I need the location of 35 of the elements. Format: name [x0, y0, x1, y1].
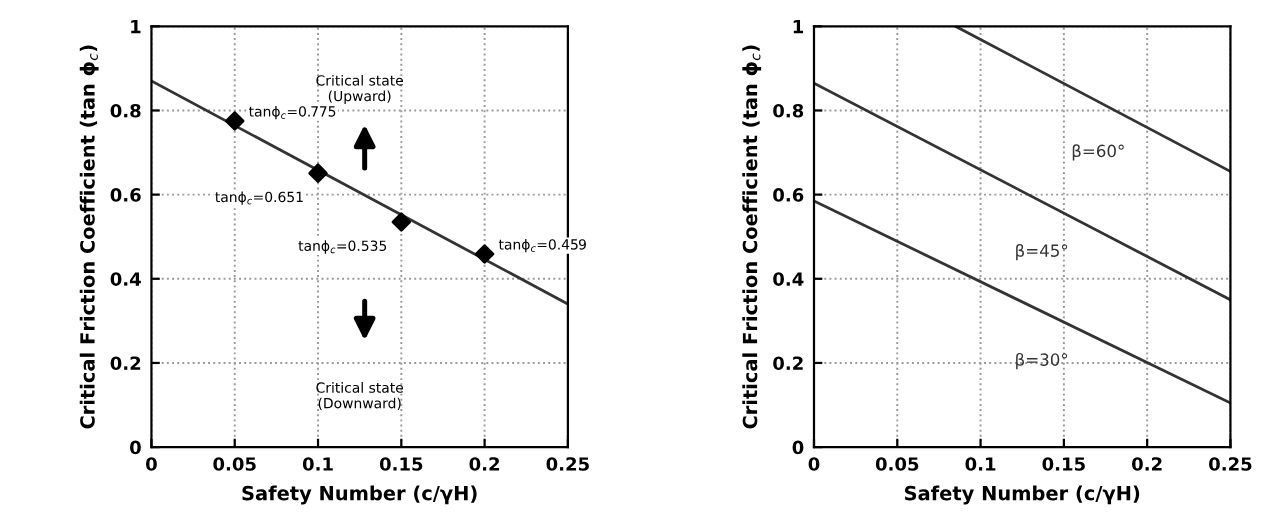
y-tick-label: 0.6 [773, 188, 804, 202]
x-tick-label: 0.2 [1132, 457, 1162, 471]
y-tick-label: 0.4 [773, 272, 804, 286]
x-tick-label: 0 [808, 457, 820, 471]
x-tick-label: 0.1 [302, 457, 333, 471]
x-tick-label: 0.2 [469, 457, 500, 471]
x-tick-label: 0.1 [965, 457, 996, 471]
point [474, 244, 495, 264]
y-tick-label: 0.4 [110, 272, 141, 286]
point [308, 163, 328, 183]
series-label: β=60° [1072, 144, 1124, 161]
y-tick-label: 1 [793, 20, 804, 34]
y-tick-label: 0.8 [110, 103, 141, 118]
x-tick-label: 0.25 [546, 457, 589, 471]
x-axis-title: Safety Number (c/γH) [242, 485, 477, 505]
y-tick-label: 0.2 [110, 356, 141, 371]
series-label: β=30° [1016, 352, 1068, 370]
x-tick-label: 0.15 [1042, 457, 1085, 471]
series-label: β=45° [1016, 243, 1068, 261]
x-tick-label: 0.05 [213, 457, 256, 471]
y-tick-label: 0.2 [773, 356, 803, 371]
point [391, 212, 412, 232]
point [225, 111, 245, 131]
y-tick-label: 0.8 [773, 103, 804, 118]
y-tick-label: 0.6 [110, 188, 141, 202]
y-axis-title: Critical Friction Coefficient (tan ϕ$_{c}$) [79, 45, 99, 429]
x-axis-title: Safety Number (c/γH) [904, 485, 1140, 505]
y-tick-label: 0 [792, 440, 804, 455]
x-tick-label: 0.25 [1209, 457, 1252, 471]
y-axis-title: Critical Friction Coefficient (tan ϕ$_{c}$) [742, 45, 762, 429]
y-tick-label: 1 [131, 20, 141, 34]
y-tick-label: 0 [130, 440, 141, 455]
x-tick-label: 0.05 [875, 457, 919, 471]
x-tick-label: 0 [146, 457, 157, 471]
x-tick-label: 0.15 [379, 457, 423, 471]
